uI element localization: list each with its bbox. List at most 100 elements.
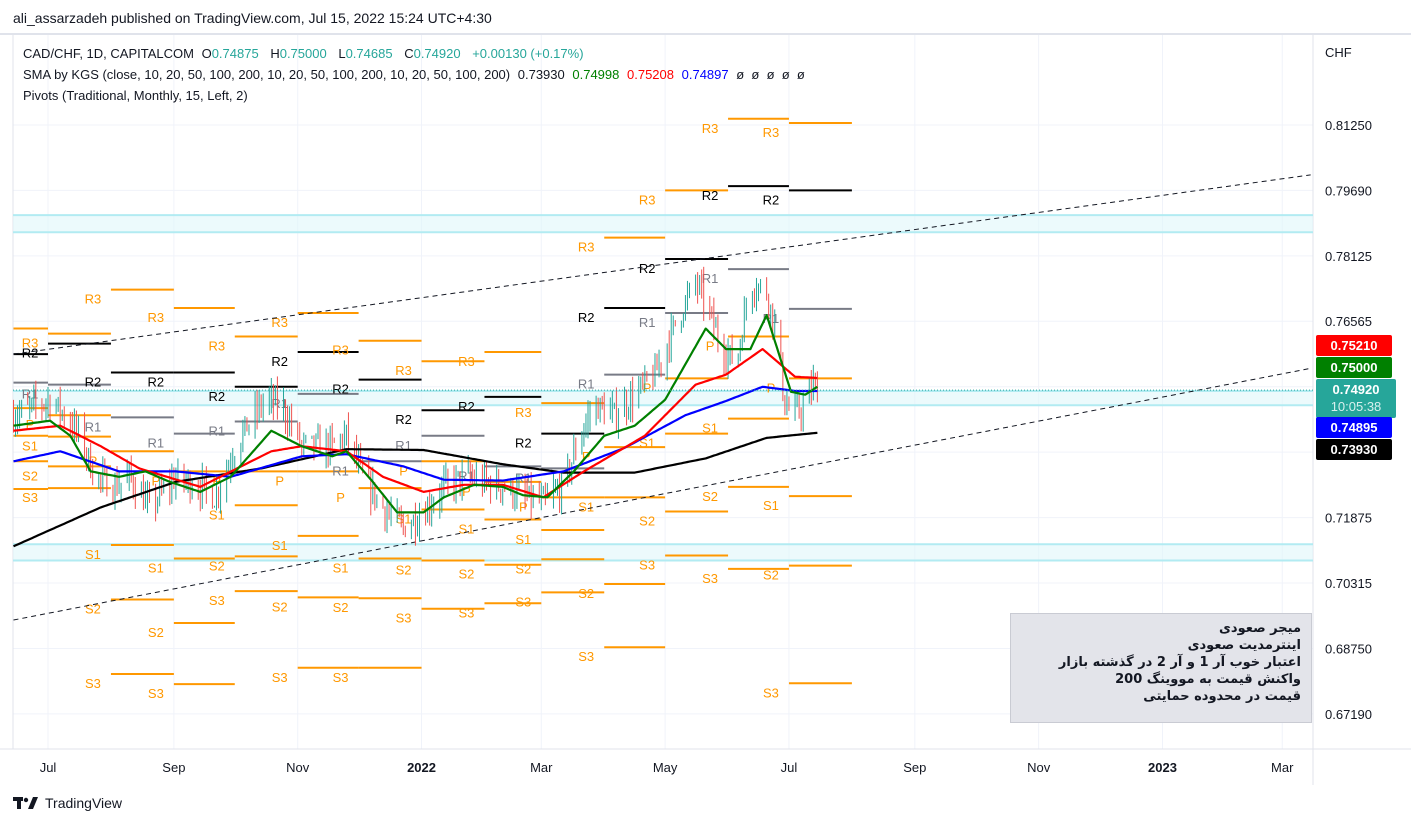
pivot-label-s2: S2 (578, 586, 594, 601)
pivot-label-s3: S3 (396, 611, 412, 626)
pivot-label-p: P (519, 499, 528, 514)
x-tick-label: 2023 (1148, 760, 1177, 775)
pivot-label-s2: S2 (0, 463, 3, 478)
pivot-label-r1: R1 (639, 315, 656, 330)
pivot-label-s2: S2 (459, 567, 475, 582)
x-tick-label: Mar (530, 760, 553, 775)
plot-layer: R3R2R1PS1S2S3R3R2R1PS1S2S3R3R2R1PS1S2S3R… (0, 117, 1313, 701)
pivot-label-r3: R3 (271, 315, 288, 330)
pivot-label-s3: S3 (148, 686, 164, 701)
change-value: +0.00130 (+0.17%) (472, 46, 584, 61)
pivot-label-s1: S1 (148, 560, 164, 575)
sma-legend[interactable]: SMA by KGS (close, 10, 20, 50, 100, 200,… (23, 67, 809, 82)
tradingview-footer[interactable]: TradingView (13, 795, 122, 811)
pivot-label-r1: R1 (702, 271, 719, 286)
pivot-label-s2: S2 (333, 600, 349, 615)
pivots-legend[interactable]: Pivots (Traditional, Monthly, 15, Left, … (23, 88, 252, 103)
y-tick-label: 0.67190 (1325, 707, 1372, 722)
pivot-label-s3: S3 (515, 594, 531, 609)
x-tick-label: Jul (40, 760, 57, 775)
pivot-label-r2: R2 (395, 412, 412, 427)
x-tick-label: 2022 (407, 760, 436, 775)
sma200-price-label: 0.73930 (1316, 439, 1392, 460)
pivot-label-r3: R3 (0, 331, 4, 346)
pivot-label-s1: S1 (0, 438, 3, 453)
support-resistance-zone (13, 544, 1313, 561)
pivot-label-s1: S1 (272, 538, 288, 553)
pivot-label-r3: R3 (395, 363, 412, 378)
sma100-price-label: 0.74895 (1316, 417, 1392, 438)
pivot-label-r1: R1 (578, 377, 595, 392)
pivot-label-r3: R3 (515, 405, 532, 420)
y-tick-label: 0.79690 (1325, 183, 1372, 198)
open-label: O (201, 46, 212, 61)
high-label: H (270, 46, 280, 61)
close-label: C (404, 46, 414, 61)
pivots-title: Pivots (Traditional, Monthly, 15, Left, … (23, 88, 248, 103)
sma-empty-values: ø ø ø ø ø (736, 67, 805, 82)
low-value: 0.74685 (345, 46, 393, 61)
pivot-label-r3: R3 (763, 125, 780, 140)
sma-line-sma200 (13, 431, 818, 548)
pivot-label-s3: S3 (333, 670, 349, 685)
pivot-label-r3: R3 (332, 343, 349, 358)
note-line: اعتبار خوب آر 1 و آر 2 در گذشته بازار (1058, 655, 1301, 670)
sma20-price-label: 0.75000 (1316, 357, 1392, 378)
pivot-label-r1: R1 (85, 419, 102, 434)
x-tick-label: Sep (903, 760, 926, 775)
pivot-label-s2: S2 (515, 561, 531, 576)
pivot-label-r1: R1 (332, 463, 349, 478)
pivot-label-s2: S2 (148, 625, 164, 640)
pivot-label-r2: R2 (332, 382, 349, 397)
tradingview-brand: TradingView (45, 795, 123, 811)
x-tick-label: Nov (1027, 760, 1051, 775)
x-tick-label: Nov (286, 760, 310, 775)
currency-label: CHF (1325, 45, 1352, 60)
high-value: 0.75000 (279, 46, 327, 61)
pivot-label-r1: R1 (208, 424, 225, 439)
pivot-label-r3: R3 (702, 121, 719, 136)
symbol-name[interactable]: CAD/CHF, 1D, CAPITALCOM (23, 46, 194, 61)
pivot-label-s2: S2 (639, 514, 655, 529)
pivot-label-s1: S1 (639, 436, 655, 451)
pivot-label-s2: S2 (702, 489, 718, 504)
trendline (13, 174, 1311, 355)
note-line: واکنش قیمت به مووینگ 200 (1115, 672, 1301, 687)
pivot-label-r3: R3 (458, 354, 475, 369)
pivot-label-p: P (152, 473, 161, 488)
pivot-label-r3: R3 (208, 339, 225, 354)
pivot-label-r2: R2 (22, 346, 39, 361)
pivot-label-s3: S3 (22, 490, 38, 505)
analysis-note[interactable]: میجر صعودی اینترمدیت صعودی اعتبار خوب آر… (1010, 613, 1312, 723)
sma200-value: 0.73930 (517, 67, 565, 82)
x-tick-label: Mar (1271, 760, 1294, 775)
pivot-label-s2: S2 (763, 568, 779, 583)
pivot-label-s2: S2 (209, 558, 225, 573)
pivot-label-s1: S1 (763, 498, 779, 513)
pivot-label-s2: S2 (85, 601, 101, 616)
sma20-value: 0.74998 (572, 67, 620, 82)
pivot-label-s3: S3 (209, 593, 225, 608)
pivot-label-s3: S3 (639, 558, 655, 573)
pivot-label-p: P (643, 380, 652, 395)
symbol-legend: CAD/CHF, 1D, CAPITALCOM O0.74875 H0.7500… (23, 46, 588, 61)
x-tick-label: Sep (162, 760, 185, 775)
sma-line-sma50 (13, 348, 818, 499)
sma50-value: 0.75208 (627, 67, 674, 82)
pivot-label-r1: R1 (0, 385, 4, 400)
chart-frame[interactable]: 0.812500.796900.781250.765650.750000.734… (0, 33, 1411, 785)
tradingview-logo-icon (13, 797, 38, 809)
pivot-label-s1: S1 (333, 560, 349, 575)
pivot-label-p: P (275, 473, 284, 488)
pivot-label-r3: R3 (22, 336, 39, 351)
pivot-label-r2: R2 (458, 399, 475, 414)
pivot-label-s1: S1 (702, 421, 718, 436)
pivot-label-p: P (706, 339, 715, 354)
note-line: قیمت در محدوده حمایتی (1143, 689, 1301, 704)
y-tick-label: 0.70315 (1325, 576, 1372, 591)
x-tick-label: May (653, 760, 678, 775)
last-price: 0.74920 (1332, 382, 1380, 397)
bar-countdown: 10:05:38 (1330, 399, 1382, 414)
pivot-label-r2: R2 (148, 375, 165, 390)
note-line: اینترمدیت صعودی (1187, 638, 1301, 653)
